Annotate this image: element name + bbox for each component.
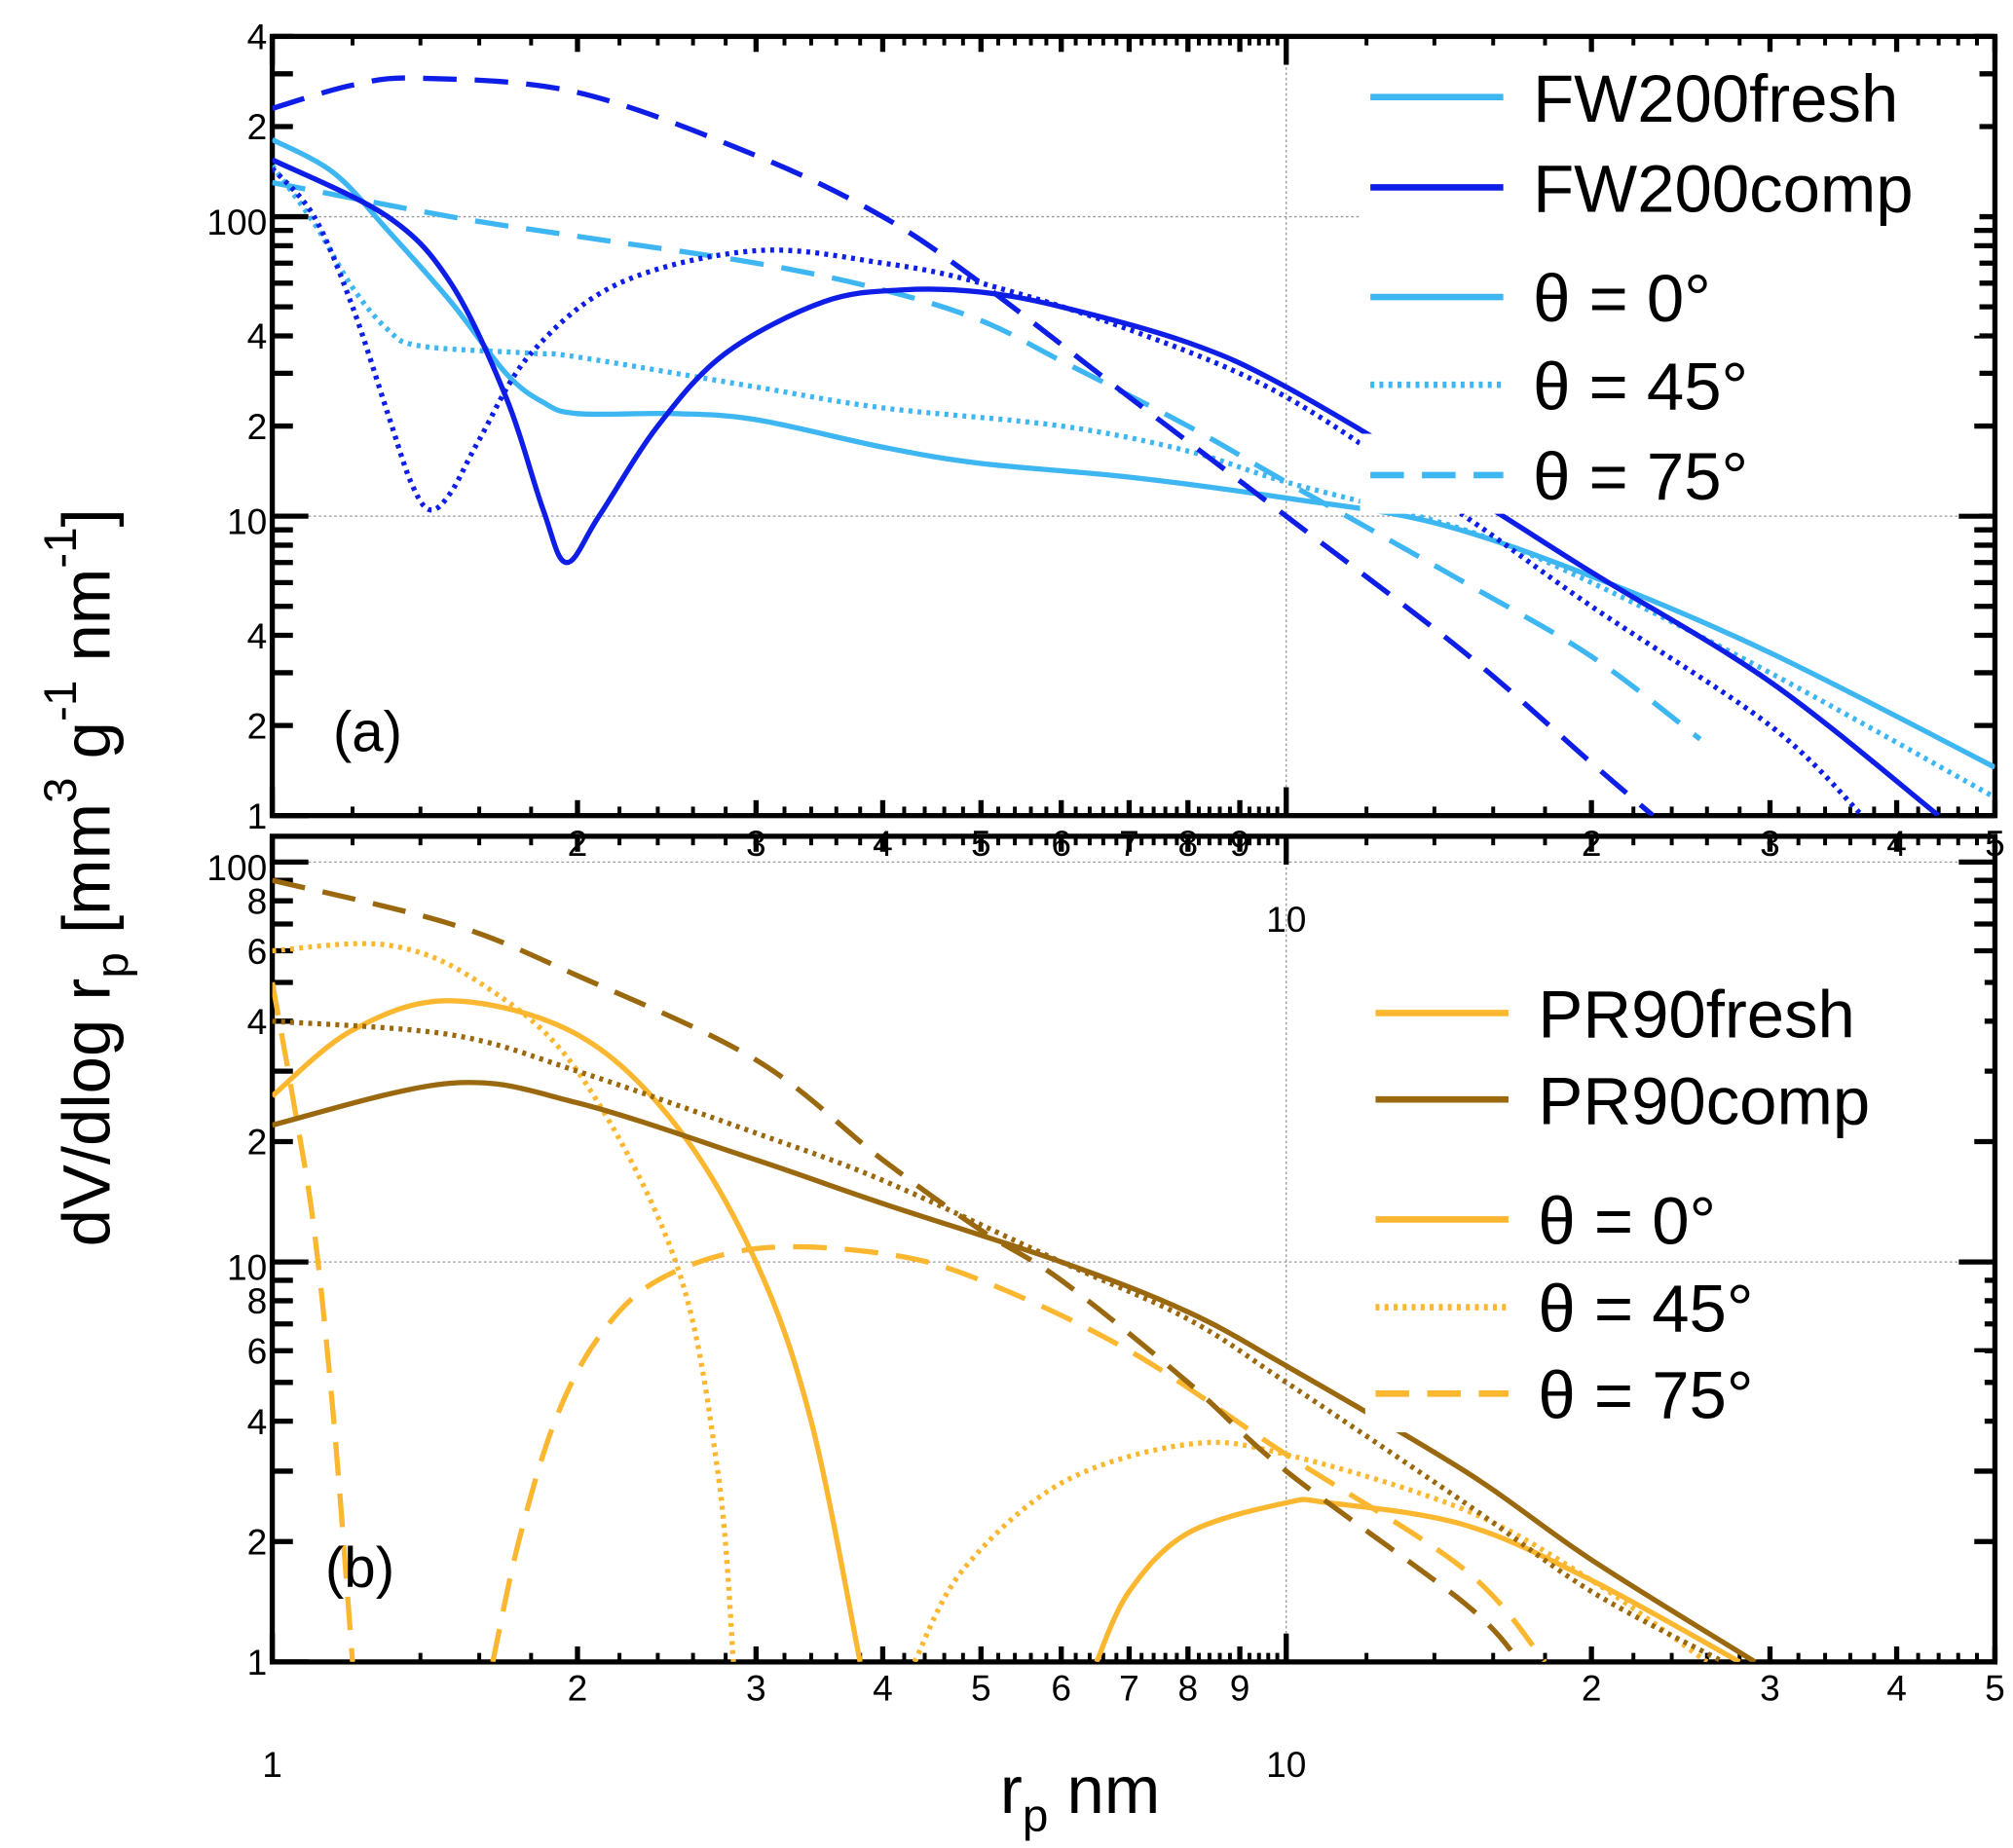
series-line-dotted [272, 164, 1995, 800]
legend-label: FW200fresh [1533, 61, 1898, 136]
y-tick-label: 8 [247, 1280, 268, 1321]
legend: PR90fresh PR90comp θ = 0° θ = 45° θ = 75° [1364, 972, 1985, 1433]
y-tick-label: 100 [206, 202, 267, 242]
y-tick-label: 1 [247, 1642, 268, 1682]
series-line-dashed [272, 877, 1522, 1662]
x-tick-label: 2 [1582, 1668, 1602, 1709]
legend: FW200fresh FW200comp θ = 0° θ = 45° θ = 75° [1360, 55, 1980, 514]
y-tick-label: 10 [227, 501, 267, 542]
series-line-dotted [272, 166, 1865, 816]
x-tick-label: 5 [971, 1668, 991, 1709]
x-tick-label: 6 [1051, 1668, 1071, 1709]
series-line-solid [272, 157, 1941, 816]
panel-label: (a) [333, 700, 402, 763]
x-tick-label: 1 [262, 1744, 282, 1785]
legend-bg [1364, 1351, 1985, 1433]
x-tick-label: 9 [1230, 1668, 1250, 1709]
y-tick-label: 8 [247, 880, 268, 921]
plot-frame [269, 33, 1998, 819]
y-tick-label: 4 [247, 1001, 268, 1042]
series-line-solid [272, 136, 1995, 770]
y-tick-label: 2 [247, 705, 268, 746]
series-line-dashed [272, 75, 1656, 816]
legend-label: PR90comp [1538, 1063, 1870, 1138]
y-tick-label: 4 [247, 615, 268, 656]
y-axis-label: dV/dlog rp [mm3 g-1 nm-1] [35, 508, 138, 1246]
series-line-dashed [490, 1243, 1547, 1662]
legend-label: θ = 45° [1538, 1272, 1753, 1347]
x-tick-label: 7 [1119, 1668, 1139, 1709]
panel-a: 42100421042123456789102345FW200freshFW20… [206, 17, 2004, 940]
series-line-dotted [272, 941, 736, 1662]
y-tick-label: 10 [227, 1247, 267, 1288]
series-line-dotted [912, 1439, 1709, 1662]
y-tick-label: 4 [247, 17, 268, 57]
legend-label: θ = 45° [1533, 349, 1748, 424]
x-tick-label: 4 [1886, 1668, 1907, 1709]
legend-label: θ = 0° [1533, 261, 1711, 336]
y-tick-label: 4 [247, 1401, 268, 1442]
legend-label: θ = 75° [1533, 439, 1748, 514]
x-axis-label: rp nm [1000, 1753, 1160, 1842]
legend-label: PR90fresh [1538, 978, 1854, 1053]
x-tick-label: 10 [1266, 1744, 1306, 1785]
y-tick-label: 6 [247, 1331, 268, 1372]
y-tick-label: 1 [247, 795, 268, 836]
legend-label: FW200comp [1533, 152, 1914, 227]
x-tick-label: 4 [873, 1668, 893, 1709]
legend-label: θ = 75° [1538, 1357, 1753, 1432]
series-line-dotted [272, 1018, 1726, 1662]
x-tick-label: 8 [1178, 1668, 1199, 1709]
y-tick-label: 2 [247, 406, 268, 447]
y-tick-label: 4 [247, 315, 268, 356]
y-tick-label: 6 [247, 931, 268, 972]
x-tick-label: 2 [568, 1668, 588, 1709]
y-tick-label: 100 [206, 847, 267, 888]
panel-label: (b) [325, 1536, 394, 1600]
series-line-solid [1094, 1497, 1741, 1662]
y-tick-label: 2 [247, 1122, 268, 1163]
x-tick-label: 3 [1760, 1668, 1780, 1709]
plot-frame [269, 833, 1998, 1665]
x-tick-label: 3 [746, 1668, 766, 1709]
series-line-solid [272, 998, 863, 1662]
legend-label: θ = 0° [1538, 1184, 1716, 1259]
x-tick-label: 5 [1985, 1668, 2005, 1709]
series-line-dashed [272, 981, 355, 1662]
series-line-dashed [272, 179, 1702, 742]
y-tick-label: 2 [247, 106, 268, 147]
legend-bg [1360, 433, 1980, 514]
y-tick-label: 2 [247, 1521, 268, 1562]
